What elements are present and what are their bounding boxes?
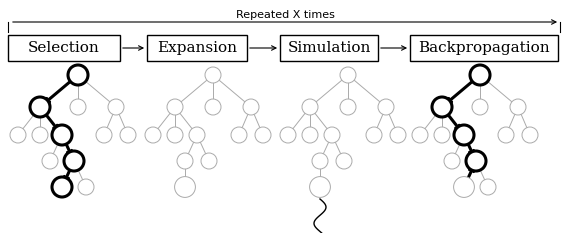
Circle shape: [302, 127, 318, 143]
Circle shape: [412, 127, 428, 143]
Circle shape: [175, 177, 195, 197]
Text: Selection: Selection: [28, 41, 100, 55]
Circle shape: [434, 127, 450, 143]
Circle shape: [309, 177, 331, 197]
Circle shape: [454, 125, 474, 145]
Circle shape: [255, 127, 271, 143]
Text: Repeated X times: Repeated X times: [236, 10, 335, 20]
Text: Expansion: Expansion: [157, 41, 237, 55]
Text: Backpropagation: Backpropagation: [418, 41, 550, 55]
Circle shape: [68, 65, 88, 85]
Circle shape: [466, 151, 486, 171]
Circle shape: [96, 127, 112, 143]
Circle shape: [340, 67, 356, 83]
Circle shape: [108, 99, 124, 115]
Circle shape: [472, 99, 488, 115]
Circle shape: [231, 127, 247, 143]
Circle shape: [70, 99, 86, 115]
Circle shape: [390, 127, 406, 143]
Circle shape: [366, 127, 382, 143]
Text: Simulation: Simulation: [287, 41, 371, 55]
Circle shape: [243, 99, 259, 115]
Circle shape: [324, 127, 340, 143]
Circle shape: [120, 127, 136, 143]
Circle shape: [52, 125, 72, 145]
Circle shape: [177, 153, 193, 169]
Circle shape: [64, 151, 84, 171]
FancyBboxPatch shape: [280, 35, 378, 61]
Circle shape: [189, 127, 205, 143]
Circle shape: [145, 127, 161, 143]
Circle shape: [167, 127, 183, 143]
FancyBboxPatch shape: [147, 35, 247, 61]
Circle shape: [10, 127, 26, 143]
Circle shape: [444, 153, 460, 169]
Circle shape: [167, 99, 183, 115]
Circle shape: [205, 67, 221, 83]
Circle shape: [78, 179, 94, 195]
Circle shape: [432, 97, 452, 117]
Circle shape: [30, 97, 50, 117]
Circle shape: [205, 99, 221, 115]
Circle shape: [201, 153, 217, 169]
Circle shape: [480, 179, 496, 195]
Circle shape: [510, 99, 526, 115]
Circle shape: [312, 153, 328, 169]
Circle shape: [42, 153, 58, 169]
Circle shape: [32, 127, 48, 143]
Circle shape: [52, 177, 72, 197]
Circle shape: [378, 99, 394, 115]
Circle shape: [470, 65, 490, 85]
Circle shape: [340, 99, 356, 115]
Circle shape: [498, 127, 514, 143]
Circle shape: [453, 177, 475, 197]
Circle shape: [280, 127, 296, 143]
Circle shape: [336, 153, 352, 169]
FancyBboxPatch shape: [8, 35, 120, 61]
Circle shape: [302, 99, 318, 115]
FancyBboxPatch shape: [410, 35, 558, 61]
Circle shape: [522, 127, 538, 143]
